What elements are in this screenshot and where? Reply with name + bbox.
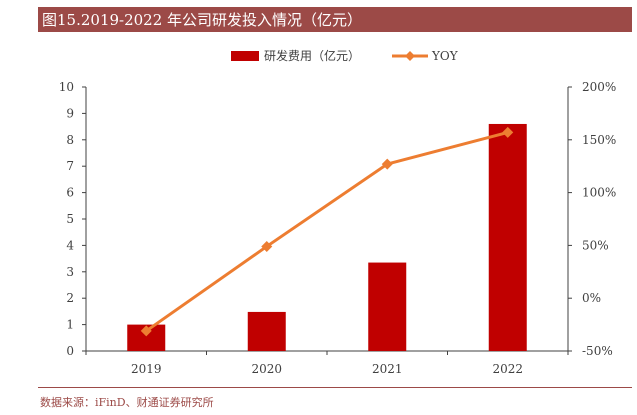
source-note: 数据来源：iFinD、财通证券研究所: [40, 396, 214, 409]
yoy-point-2021: [381, 158, 393, 170]
legend-line-marker: [405, 51, 415, 61]
y-left-tick-label: 8: [66, 133, 74, 147]
source-divider: [38, 387, 632, 388]
y-left-tick-label: 1: [66, 318, 74, 332]
y-left-tick-label: 2: [66, 291, 74, 305]
y-right-tick-label: 0%: [582, 291, 601, 305]
y-left-tick-label: 3: [66, 265, 74, 279]
y-right-tick-label: 200%: [582, 80, 616, 94]
x-tick-label: 2019: [131, 362, 162, 376]
bar-2021: [368, 262, 407, 351]
y-right-tick-label: 100%: [582, 186, 616, 200]
bar-2020: [247, 311, 286, 351]
x-tick-label: 2020: [251, 362, 282, 376]
yoy-point-2020: [261, 240, 273, 252]
y-left-tick-label: 5: [66, 212, 74, 226]
y-left-tick-label: 4: [66, 238, 74, 252]
legend-bar-swatch: [231, 51, 259, 61]
legend: 研发费用（亿元） YOY: [231, 48, 459, 63]
y-left-tick-label: 6: [66, 186, 74, 200]
y-left-tick-label: 0: [66, 344, 74, 358]
yoy-point-2019: [140, 325, 152, 337]
x-tick-label: 2022: [492, 362, 523, 376]
x-tick-label: 2021: [372, 362, 403, 376]
yoy-line: [145, 130, 509, 333]
legend-line-label: YOY: [431, 49, 459, 63]
figure-title-bar: 图15.2019-2022 年公司研发投入情况（亿元）: [38, 7, 632, 32]
y-left-tick-label: 7: [66, 159, 74, 173]
axes: 0 1 2 3 4 5 6 7 8 9 10 -50% 0% 50% 100% 150% 200% 2019 202…: [59, 80, 617, 376]
bar-series: [127, 123, 527, 352]
figure-title: 图15.2019-2022 年公司研发投入情况（亿元）: [42, 11, 363, 29]
y-right-tick-label: -50%: [582, 344, 613, 358]
bar-2022: [488, 123, 527, 352]
yoy-line-series: [140, 126, 514, 337]
legend-bar-label: 研发费用（亿元）: [264, 48, 360, 63]
yoy-point-2022: [502, 126, 514, 138]
y-right-tick-label: 50%: [582, 238, 609, 252]
y-right-tick-label: 150%: [582, 133, 616, 147]
y-left-tick-label: 9: [66, 106, 74, 120]
y-left-tick-label: 10: [59, 80, 74, 94]
